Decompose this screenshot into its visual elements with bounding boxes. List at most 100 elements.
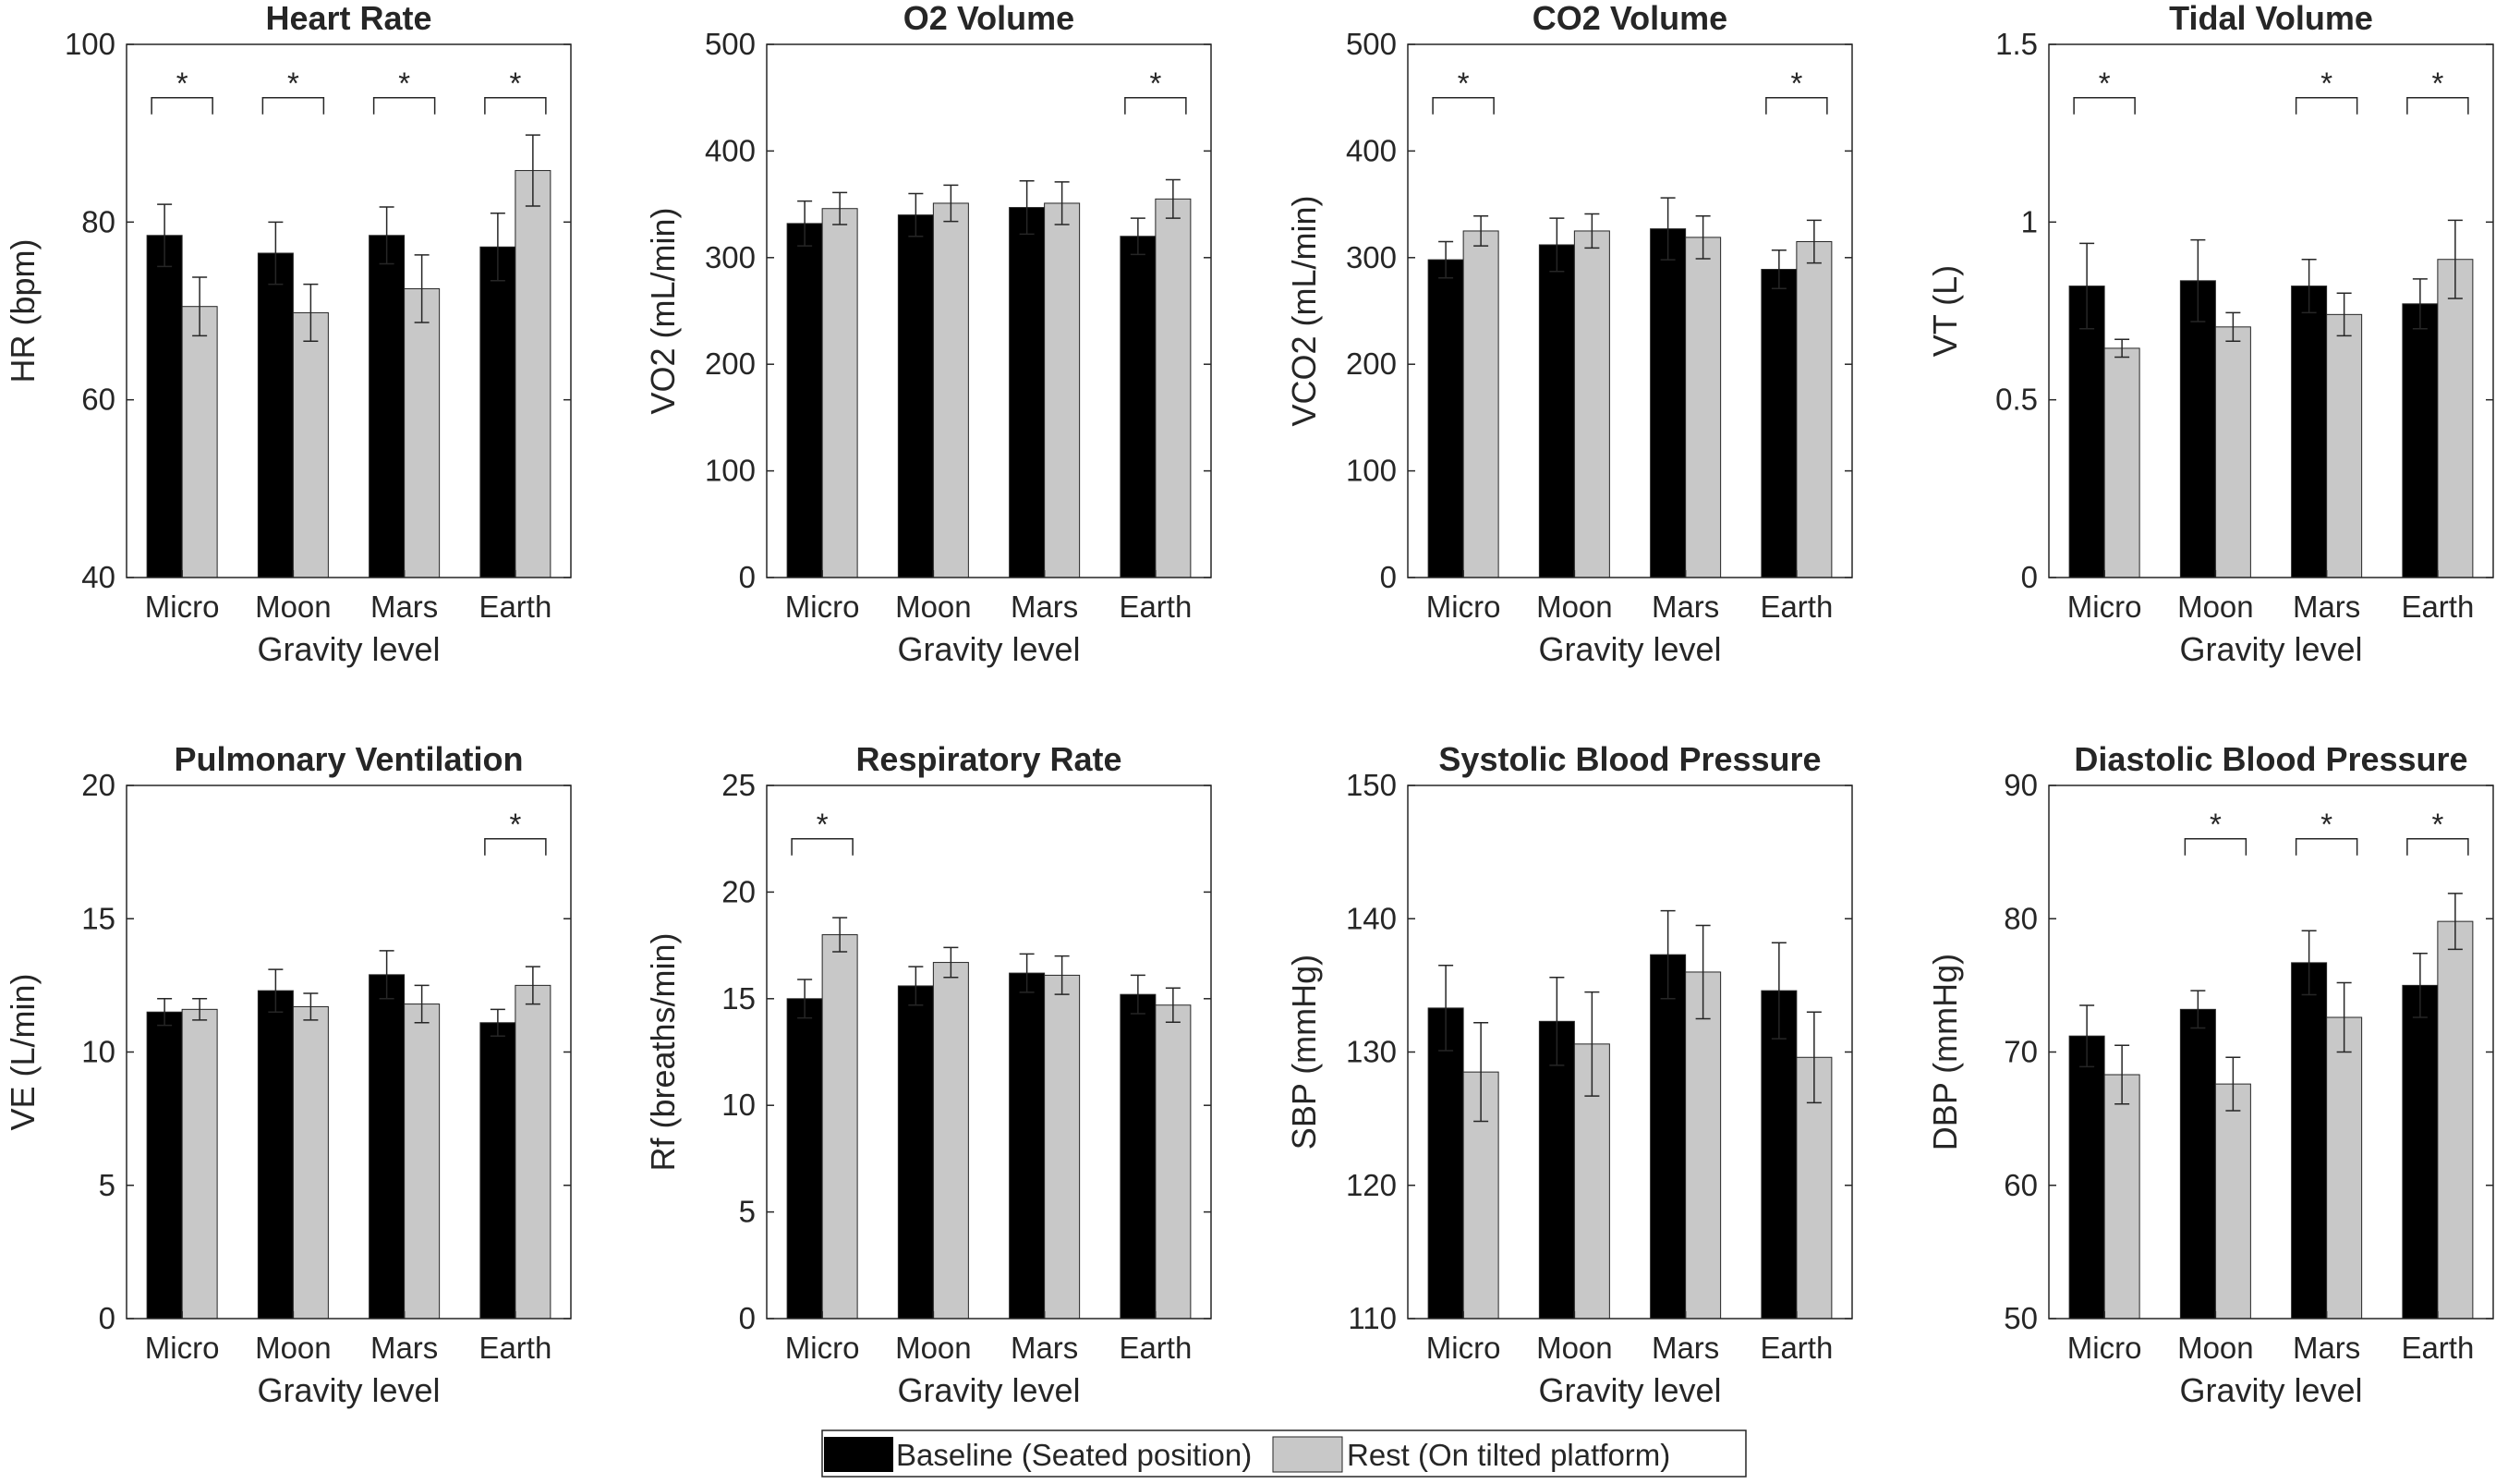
x-tick-label: Earth xyxy=(479,1331,551,1365)
error-bar xyxy=(2301,258,2317,314)
error-bar xyxy=(2114,1044,2130,1105)
error-bar xyxy=(1806,219,1822,264)
y-axis-label: VT (L) xyxy=(1926,265,1964,357)
x-tick-label: Mars xyxy=(1652,1331,1719,1365)
error-bar xyxy=(379,206,394,265)
error-bar xyxy=(1130,217,1145,256)
y-tick-label: 0.5 xyxy=(1995,383,2038,417)
bar-baseline xyxy=(2068,1035,2105,1320)
y-tick-label: 1.5 xyxy=(1995,27,2038,61)
chart-panel-1: * * * * 40 60 80 100 Micro Moon Mars Earth Heart Rat… xyxy=(4,0,572,668)
y-tick-label: 0 xyxy=(1380,560,1397,594)
x-axis-label: Gravity level xyxy=(2179,630,2362,668)
x-tick-label: Moon xyxy=(895,1331,972,1365)
significance-marker: * xyxy=(1790,67,1802,101)
error-bar xyxy=(1019,953,1035,993)
y-tick-label: 80 xyxy=(2004,901,2038,935)
y-tick-label: 0 xyxy=(739,1301,756,1335)
error-bar xyxy=(2336,981,2352,1053)
y-tick-label: 25 xyxy=(721,768,756,802)
y-tick-label: 40 xyxy=(81,560,115,594)
chart-title: Systolic Blood Pressure xyxy=(1438,740,1821,778)
error-bar xyxy=(192,276,208,337)
bar-baseline xyxy=(1538,1020,1575,1320)
bar-rest xyxy=(2103,347,2140,578)
error-bar xyxy=(2190,238,2206,322)
x-axis-label: Gravity level xyxy=(897,1371,1080,1409)
x-tick-label: Moon xyxy=(1536,590,1613,624)
bar-baseline xyxy=(1761,990,1798,1320)
bar-baseline xyxy=(897,985,934,1320)
error-bar xyxy=(1054,955,1070,995)
bar-rest xyxy=(181,1008,218,1320)
chart-title: CO2 Volume xyxy=(1533,0,1727,37)
y-tick-label: 130 xyxy=(1346,1035,1397,1069)
bar-rest xyxy=(2214,1083,2251,1320)
bar-rest xyxy=(1155,1004,1192,1320)
y-tick-label: 5 xyxy=(99,1168,115,1202)
bar-rest xyxy=(932,962,969,1320)
significance-bracket xyxy=(484,837,547,856)
y-axis-label: VE (L/min) xyxy=(4,973,42,1130)
error-bar xyxy=(2336,292,2352,337)
bar-baseline xyxy=(257,990,294,1320)
error-bar xyxy=(2225,311,2241,342)
y-axis-label: SBP (mmHg) xyxy=(1285,955,1323,1149)
legend-swatch-rest xyxy=(1272,1436,1343,1473)
x-tick-label: Mars xyxy=(2293,590,2360,624)
error-bar xyxy=(2447,893,2463,951)
significance-marker: * xyxy=(509,808,521,842)
bar-baseline xyxy=(146,235,183,578)
error-bar xyxy=(2225,1056,2241,1112)
y-tick-label: 0 xyxy=(99,1301,115,1335)
bar-rest xyxy=(1155,198,1192,578)
chart-title: Respiratory Rate xyxy=(855,740,1121,778)
y-axis-label: Rf (breaths/min) xyxy=(644,932,682,1171)
significance-marker: * xyxy=(2099,67,2111,101)
error-bar xyxy=(1660,909,1676,1000)
significance-bracket xyxy=(151,96,213,115)
x-tick-label: Mars xyxy=(1011,1331,1078,1365)
y-tick-label: 500 xyxy=(705,27,756,61)
bar-rest xyxy=(2326,313,2363,578)
x-axis-label: Gravity level xyxy=(1538,1371,1721,1409)
error-bar xyxy=(1771,942,1787,1040)
bar-rest xyxy=(2214,326,2251,578)
error-bar xyxy=(832,191,848,225)
y-tick-label: 110 xyxy=(1348,1301,1397,1335)
x-tick-label: Earth xyxy=(2401,1331,2474,1365)
x-tick-label: Micro xyxy=(1426,590,1501,624)
chart-panel-4: * * * 0 0.5 1 1.5 Micro Moon Mars Earth Tidal Volum… xyxy=(1926,0,2494,668)
error-bar xyxy=(1438,964,1454,1052)
significance-marker: * xyxy=(2431,808,2443,842)
chart-title: Heart Rate xyxy=(265,0,431,37)
error-bar xyxy=(268,968,284,1013)
x-axis-label: Gravity level xyxy=(257,630,440,668)
y-tick-label: 120 xyxy=(1346,1168,1397,1202)
bar-rest xyxy=(181,306,218,578)
bar-rest xyxy=(1796,240,1833,578)
error-bar xyxy=(490,212,505,282)
error-bar xyxy=(414,984,430,1024)
y-axis-label: VCO2 (mL/min) xyxy=(1285,195,1323,426)
error-bar xyxy=(414,254,430,323)
error-bar xyxy=(1771,249,1787,290)
x-tick-label: Earth xyxy=(1119,1331,1192,1365)
bar-rest xyxy=(1685,971,1722,1320)
y-tick-label: 0 xyxy=(739,560,756,594)
error-bar xyxy=(1019,179,1035,236)
bar-rest xyxy=(404,1004,441,1320)
bar-rest xyxy=(2437,259,2474,578)
x-tick-label: Moon xyxy=(2177,590,2254,624)
x-tick-label: Micro xyxy=(145,1331,220,1365)
bar-rest xyxy=(821,934,858,1320)
chart-panel-6: * 0 5 10 15 20 25 Micro Moon Mars Earth Respiratory… xyxy=(644,740,1212,1409)
x-tick-label: Mars xyxy=(1011,590,1078,624)
y-tick-label: 0 xyxy=(2021,560,2038,594)
error-bar xyxy=(157,998,173,1027)
error-bar xyxy=(1130,974,1145,1015)
error-bar xyxy=(943,184,959,223)
x-tick-label: Mars xyxy=(370,1331,438,1365)
error-bar xyxy=(943,946,959,979)
chart-panel-2: * 0 100 200 300 400 500 Micro Moon Mars Earth O2 Vo… xyxy=(644,0,1212,668)
